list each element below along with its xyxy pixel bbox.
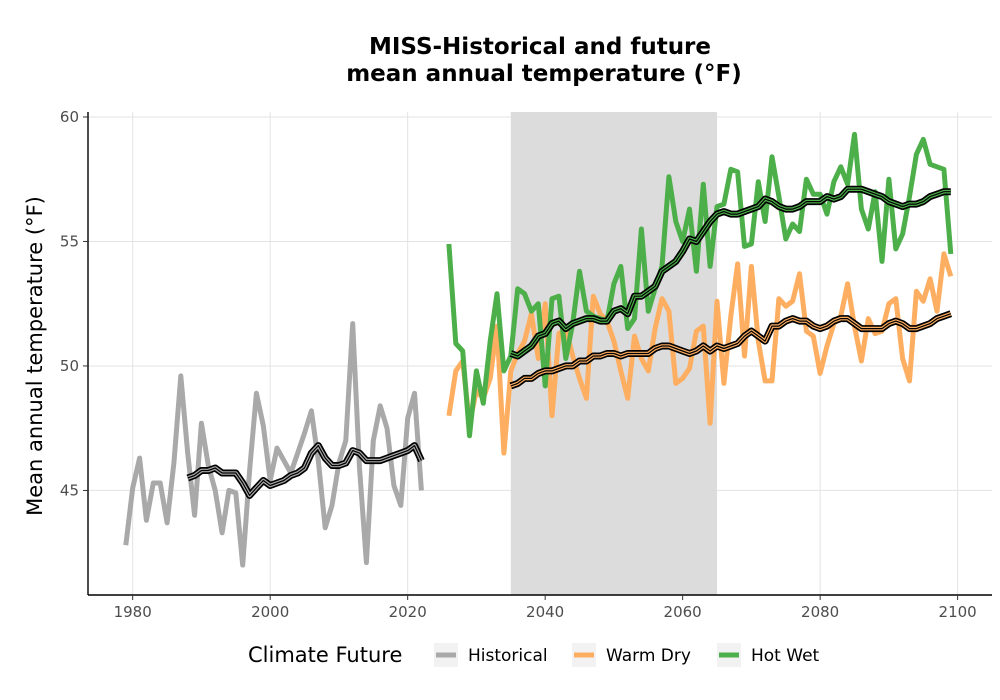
legend-label-warm-dry: Warm Dry — [606, 646, 691, 666]
legend-label-hot-wet: Hot Wet — [751, 646, 820, 666]
x-tick-label-2000: 2000 — [251, 603, 289, 621]
smooth-line-warm-dry-smooth — [510, 313, 952, 387]
x-tick-label-1980: 1980 — [114, 603, 152, 621]
x-axis-ticks: 1980 2000 2020 2040 2060 2080 2100 — [114, 595, 977, 621]
y-tick-label-50: 50 — [60, 357, 79, 375]
y-axis-title: Mean annual temperature (°F) — [23, 196, 47, 516]
legend-title: Climate Future — [248, 643, 402, 667]
x-tick-label-2080: 2080 — [801, 603, 839, 621]
x-tick-label-2040: 2040 — [526, 603, 564, 621]
smooth-outline-historical-smooth — [186, 442, 425, 499]
y-tick-label-45: 45 — [60, 481, 79, 499]
series-line-hot-wet — [446, 131, 954, 439]
smooth-line-hot-wet-smooth — [510, 188, 951, 357]
chart-title: MISS-Historical and future — [369, 34, 711, 60]
y-tick-label-60: 60 — [60, 108, 79, 126]
series-line-historical — [123, 321, 424, 568]
y-tick-label-55: 55 — [60, 232, 79, 250]
x-tick-label-2060: 2060 — [664, 603, 702, 621]
x-tick-label-2020: 2020 — [389, 603, 427, 621]
legend-label-historical: Historical — [468, 646, 548, 666]
chart-subtitle: mean annual temperature (°F) — [346, 61, 742, 87]
x-tick-label-2100: 2100 — [939, 603, 977, 621]
smooth-line-historical-smooth — [187, 445, 422, 496]
series-layer — [123, 131, 954, 568]
legend: Climate Future Historical Warm Dry Hot Wet — [248, 643, 820, 667]
y-axis-ticks: 45 50 55 60 — [60, 108, 88, 499]
